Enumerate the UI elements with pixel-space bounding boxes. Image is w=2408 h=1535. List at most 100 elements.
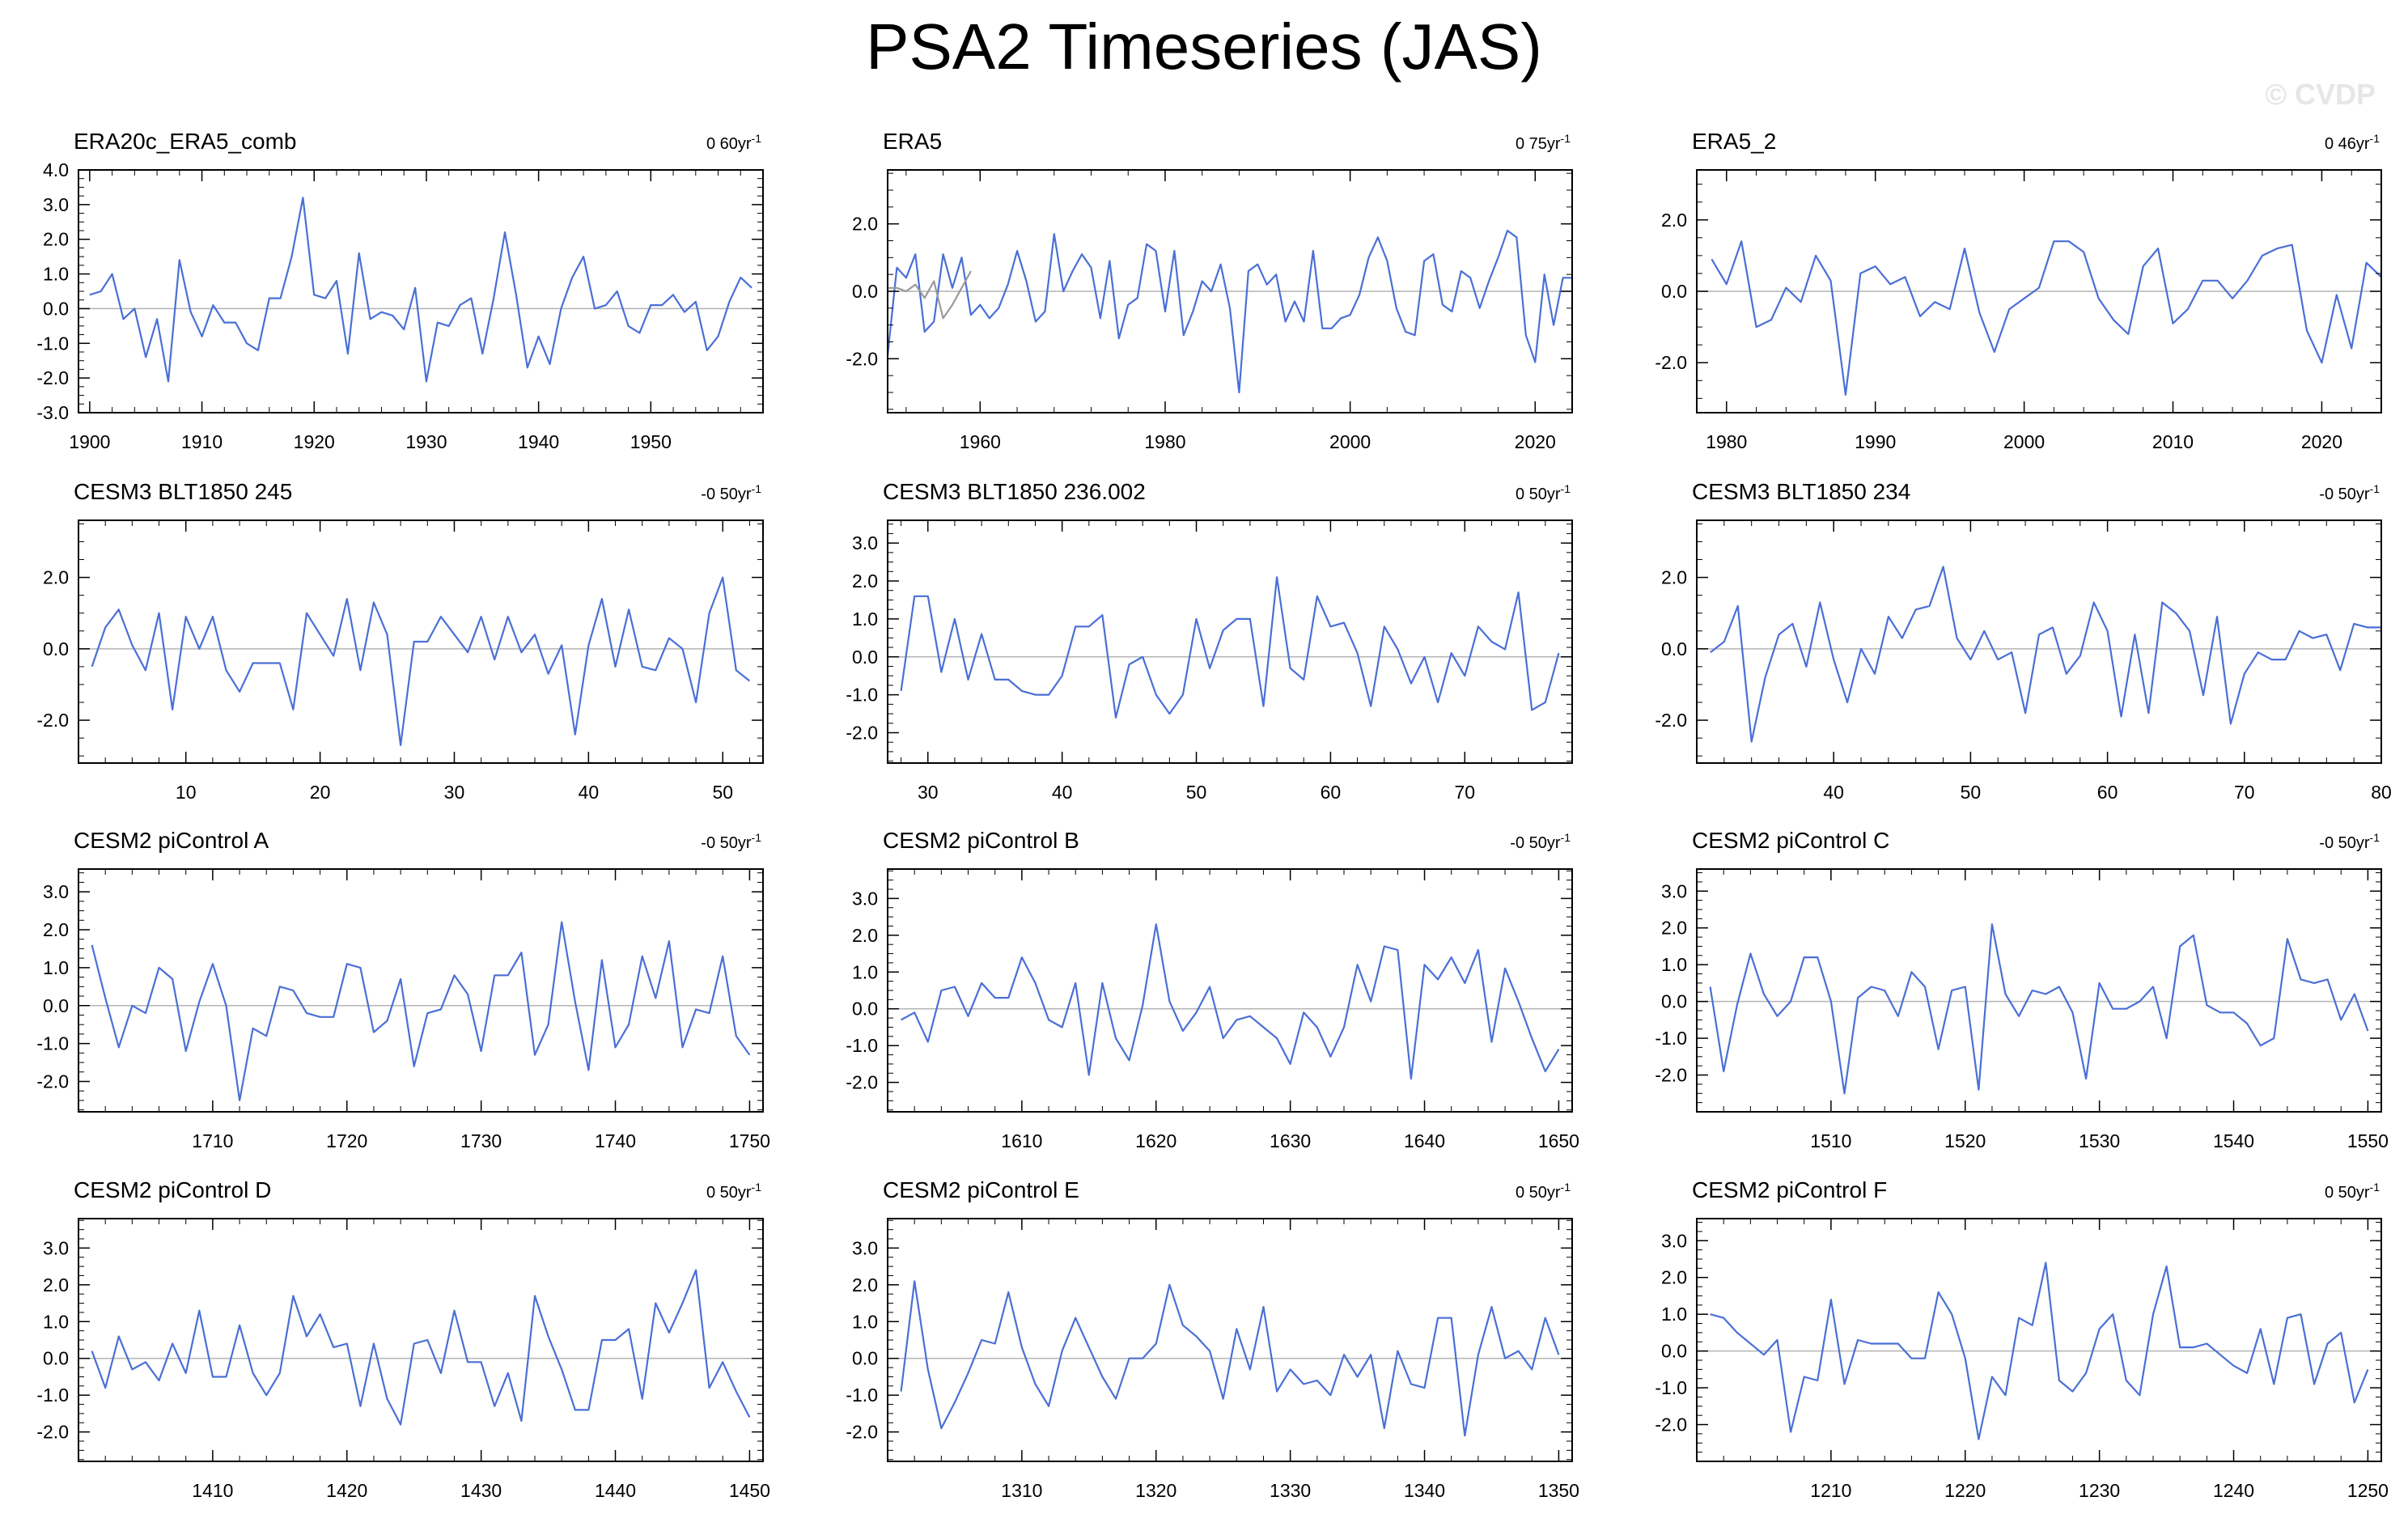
x-tick-label: 1230: [2079, 1480, 2120, 1501]
x-tick-label: 1520: [1944, 1130, 1986, 1151]
x-tick-label: 1720: [326, 1130, 367, 1151]
trend-label: -0 50yr-1: [1510, 831, 1571, 852]
y-tick-label: -2.0: [846, 348, 878, 369]
y-tick-label: -1.0: [1655, 1377, 1687, 1398]
series-line-1: [901, 923, 1560, 1080]
x-tick-label: 70: [2234, 782, 2255, 803]
trend-value: 0 60yr: [706, 135, 752, 153]
x-tick-label: 1530: [2079, 1130, 2120, 1151]
trend-label: 0 50yr-1: [1516, 1181, 1571, 1202]
panel-2: ERA5 0 75yr-1 -2.0 0.0 2.0 1960 1980 2000 2020: [846, 129, 1573, 452]
x-tick-label: 1650: [1538, 1130, 1579, 1151]
panel-title: ERA20c_ERA5_comb: [74, 129, 296, 154]
y-tick-label: 0.0: [1661, 991, 1687, 1012]
y-tick-label: 2.0: [1661, 210, 1687, 231]
plot-frame: [78, 169, 764, 413]
x-tick-label: 1220: [1944, 1480, 1986, 1501]
y-tick-label: 2.0: [852, 925, 878, 946]
x-tick-label: 1330: [1270, 1480, 1311, 1501]
y-tick-label: 2.0: [43, 1274, 69, 1295]
x-tick-label: 1640: [1404, 1130, 1445, 1151]
trend-label: -0 50yr-1: [2319, 831, 2380, 852]
x-tick-label: 70: [1454, 782, 1475, 803]
y-tick-label: 0.0: [852, 1348, 878, 1369]
x-tick-label: 50: [1186, 782, 1207, 803]
series-line-2: [888, 270, 972, 320]
x-tick-label: 40: [1052, 782, 1073, 803]
x-tick-label: 50: [1961, 782, 1982, 803]
plot-frame: [78, 1218, 764, 1462]
series-line-1: [1710, 1261, 2369, 1440]
x-tick-label: 1240: [2213, 1480, 2254, 1501]
trend-value: 0 75yr: [1516, 135, 1561, 153]
series-line-1: [900, 1280, 1560, 1437]
trend-exponent: -1: [752, 132, 762, 145]
y-tick-label: -1.0: [846, 685, 878, 706]
x-tick-label: 2020: [1515, 431, 1556, 452]
x-tick-label: 1540: [2213, 1130, 2254, 1151]
y-tick-label: 2.0: [852, 1274, 878, 1295]
y-tick-label: 4.0: [43, 159, 69, 180]
x-tick-label: 1630: [1270, 1130, 1311, 1151]
trend-label: -0 50yr-1: [701, 831, 761, 852]
plot-frame: [1696, 519, 2382, 764]
y-tick-label: 2.0: [852, 214, 878, 235]
plot-frame: [78, 868, 764, 1113]
y-tick-label: -1.0: [36, 333, 69, 354]
page-title: PSA2 Timeseries (JAS): [866, 11, 1542, 83]
trend-exponent: -1: [2370, 1181, 2380, 1194]
x-tick-label: 1740: [595, 1130, 636, 1151]
trend-exponent: -1: [752, 1181, 762, 1194]
y-tick-label: -2.0: [1655, 1414, 1687, 1435]
x-tick-label: 1410: [192, 1480, 233, 1501]
plot-frame: [887, 1218, 1573, 1462]
panel-9: CESM2 piControl C -0 50yr-1 -2.0 -1.0 0.0 1.0…: [1655, 828, 2389, 1151]
y-tick-label: 3.0: [43, 1237, 69, 1258]
trend-exponent: -1: [1561, 482, 1571, 495]
y-tick-label: 0.0: [43, 995, 69, 1016]
x-tick-label: 2000: [2003, 431, 2045, 452]
panel-12: CESM2 piControl F 0 50yr-1 -2.0 -1.0 0.0 1.0 2…: [1655, 1177, 2389, 1501]
trend-value: 0 50yr: [1516, 486, 1561, 503]
y-tick-label: 1.0: [852, 608, 878, 630]
panel-title: CESM2 piControl B: [883, 828, 1079, 853]
x-tick-label: 1940: [518, 431, 559, 452]
trend-label: 0 50yr-1: [706, 1181, 761, 1202]
y-tick-label: -2.0: [36, 367, 69, 388]
trend-value: -0 50yr: [701, 834, 752, 852]
y-tick-label: -2.0: [1655, 352, 1687, 373]
y-tick-label: 1.0: [43, 957, 69, 978]
trend-value: -0 50yr: [2319, 486, 2370, 503]
x-tick-label: 1900: [69, 431, 110, 452]
y-tick-label: 1.0: [852, 1311, 878, 1332]
x-tick-label: 1550: [2347, 1130, 2389, 1151]
panel-title: CESM2 piControl C: [1692, 828, 1889, 853]
plot-frame: [887, 519, 1573, 764]
y-tick-label: -2.0: [1655, 710, 1687, 731]
x-tick-label: 1210: [1810, 1480, 1851, 1501]
x-tick-label: 1750: [729, 1130, 770, 1151]
panel-1: ERA20c_ERA5_comb 0 60yr-1 -3.0 -2.0 -1.0 0.0 1…: [36, 129, 764, 452]
trend-value: -0 50yr: [2319, 834, 2370, 852]
x-tick-label: 1340: [1404, 1480, 1445, 1501]
x-tick-label: 40: [579, 782, 600, 803]
trend-exponent: -1: [1561, 132, 1571, 145]
y-tick-label: 1.0: [43, 1311, 69, 1332]
x-tick-label: 80: [2371, 782, 2392, 803]
trend-value: 0 50yr: [706, 1184, 752, 1202]
panel-title: ERA5: [883, 129, 942, 154]
y-tick-label: 2.0: [1661, 1267, 1687, 1288]
y-tick-label: 3.0: [43, 194, 69, 215]
trend-value: 0 46yr: [2325, 135, 2370, 153]
panel-5: CESM3 BLT1850 236.002 0 50yr-1 -2.0 -1.0 0.0…: [846, 479, 1573, 803]
plot-frame: [78, 519, 764, 764]
x-tick-label: 1310: [1001, 1480, 1042, 1501]
panel-11: CESM2 piControl E 0 50yr-1 -2.0 -1.0 0.0 1.0 2…: [846, 1177, 1579, 1501]
trend-label: 0 50yr-1: [1516, 482, 1571, 503]
x-tick-label: 1950: [630, 431, 672, 452]
trend-value: 0 50yr: [1516, 1184, 1561, 1202]
y-tick-label: 3.0: [1661, 880, 1687, 901]
x-tick-label: 2010: [2152, 431, 2194, 452]
series-line-1: [91, 1269, 751, 1426]
